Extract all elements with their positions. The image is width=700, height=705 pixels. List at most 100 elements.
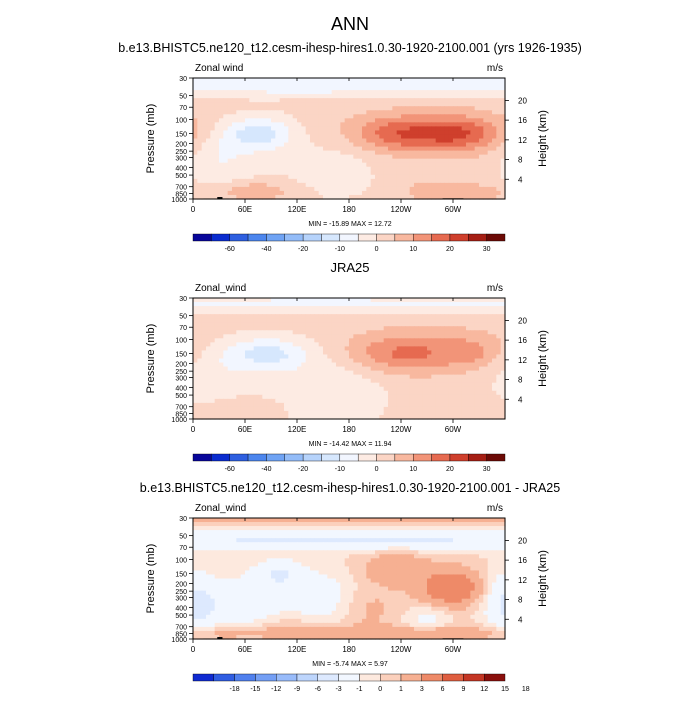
contour-cell: [345, 542, 350, 547]
contour-cell: [336, 403, 341, 408]
contour-cell: [332, 163, 337, 168]
contour-cell: [280, 534, 285, 539]
contour-cell: [410, 359, 415, 364]
contour-cell: [258, 334, 263, 339]
contour-cell: [349, 159, 354, 164]
contour-cell: [340, 342, 345, 347]
contour-cell: [353, 363, 358, 368]
contour-cell: [362, 114, 367, 119]
contour-cell: [470, 159, 475, 164]
contour-cell: [423, 367, 428, 372]
contour-cell: [349, 526, 354, 531]
contour-cell: [483, 90, 488, 95]
contour-cell: [375, 147, 380, 152]
contour-cell: [462, 151, 467, 156]
contour-cell: [293, 375, 298, 380]
contour-cell: [371, 530, 376, 535]
contour-cell: [275, 518, 280, 523]
contour-cell: [349, 542, 354, 547]
contour-cell: [223, 94, 228, 99]
contour-cell: [206, 134, 211, 139]
contour-cell: [405, 90, 410, 95]
contour-cell: [249, 86, 254, 91]
contour-cell: [449, 147, 454, 152]
contour-cell: [314, 367, 319, 372]
contour-cell: [288, 171, 293, 176]
contour-cell: [496, 90, 501, 95]
contour-cell: [297, 407, 302, 412]
contour-cell: [267, 367, 272, 372]
contour-cell: [401, 522, 406, 527]
contour-cell: [275, 102, 280, 107]
contour-cell: [405, 171, 410, 176]
contour-cell: [405, 338, 410, 343]
contour-cell: [202, 330, 207, 335]
contour-cell: [479, 298, 484, 303]
contour-cell: [444, 106, 449, 111]
contour-cell: [293, 371, 298, 376]
contour-cell: [210, 530, 215, 535]
contour-cell: [379, 159, 384, 164]
contour-cell: [453, 383, 458, 388]
contour-cell: [483, 114, 488, 119]
contour-cell: [345, 363, 350, 368]
contour-cell: [219, 191, 224, 196]
contour-cell: [241, 114, 246, 119]
contour-cell: [466, 530, 471, 535]
contour-cell: [197, 375, 202, 380]
contour-cell: [349, 371, 354, 376]
contour-cell: [254, 379, 259, 384]
contour-cell: [310, 371, 315, 376]
contour-cell: [410, 118, 415, 123]
contour-cell: [319, 518, 324, 523]
contour-cell: [392, 139, 397, 144]
contour-cell: [388, 359, 393, 364]
contour-cell: [232, 110, 237, 115]
contour-cell: [475, 302, 480, 307]
contour-cell: [327, 114, 332, 119]
contour-cell: [488, 395, 493, 400]
contour-cell: [223, 542, 228, 547]
contour-cell: [288, 359, 293, 364]
contour-cell: [288, 306, 293, 311]
contour-cell: [414, 342, 419, 347]
contour-cell: [388, 407, 393, 412]
contour-cell: [306, 175, 311, 180]
contour-cell: [423, 306, 428, 311]
contour-cell: [293, 326, 298, 331]
contour-cell: [262, 78, 267, 83]
contour-cell: [397, 191, 402, 196]
contour-cell: [314, 134, 319, 139]
contour-cell: [241, 407, 246, 412]
contour-cell: [215, 518, 220, 523]
contour-cell: [375, 411, 380, 416]
contour-cell: [440, 354, 445, 359]
min-max-stats: MIN = -15.89 MAX = 12.72: [308, 221, 391, 228]
contour-cell: [392, 383, 397, 388]
contour-cell: [340, 82, 345, 87]
contour-cell: [345, 391, 350, 396]
contour-cell: [366, 534, 371, 539]
contour-cell: [483, 191, 488, 196]
contour-cell: [462, 302, 467, 307]
contour-cell: [310, 167, 315, 172]
contour-cell: [197, 534, 202, 539]
contour-cell: [202, 86, 207, 91]
contour-cell: [453, 102, 458, 107]
contour-cell: [431, 159, 436, 164]
contour-cell: [245, 130, 250, 135]
contour-cell: [358, 167, 363, 172]
contour-cell: [280, 155, 285, 160]
contour-cell: [444, 114, 449, 119]
contour-cell: [210, 526, 215, 531]
contour-cell: [371, 110, 376, 115]
contour-cell: [271, 86, 276, 91]
contour-cell: [488, 102, 493, 107]
contour-cell: [284, 114, 289, 119]
contour-cell: [262, 114, 267, 119]
contour-cell: [258, 326, 263, 331]
contour-cell: [475, 534, 480, 539]
contour-cell: [496, 114, 501, 119]
contour-cell: [275, 522, 280, 527]
contour-cell: [232, 391, 237, 396]
